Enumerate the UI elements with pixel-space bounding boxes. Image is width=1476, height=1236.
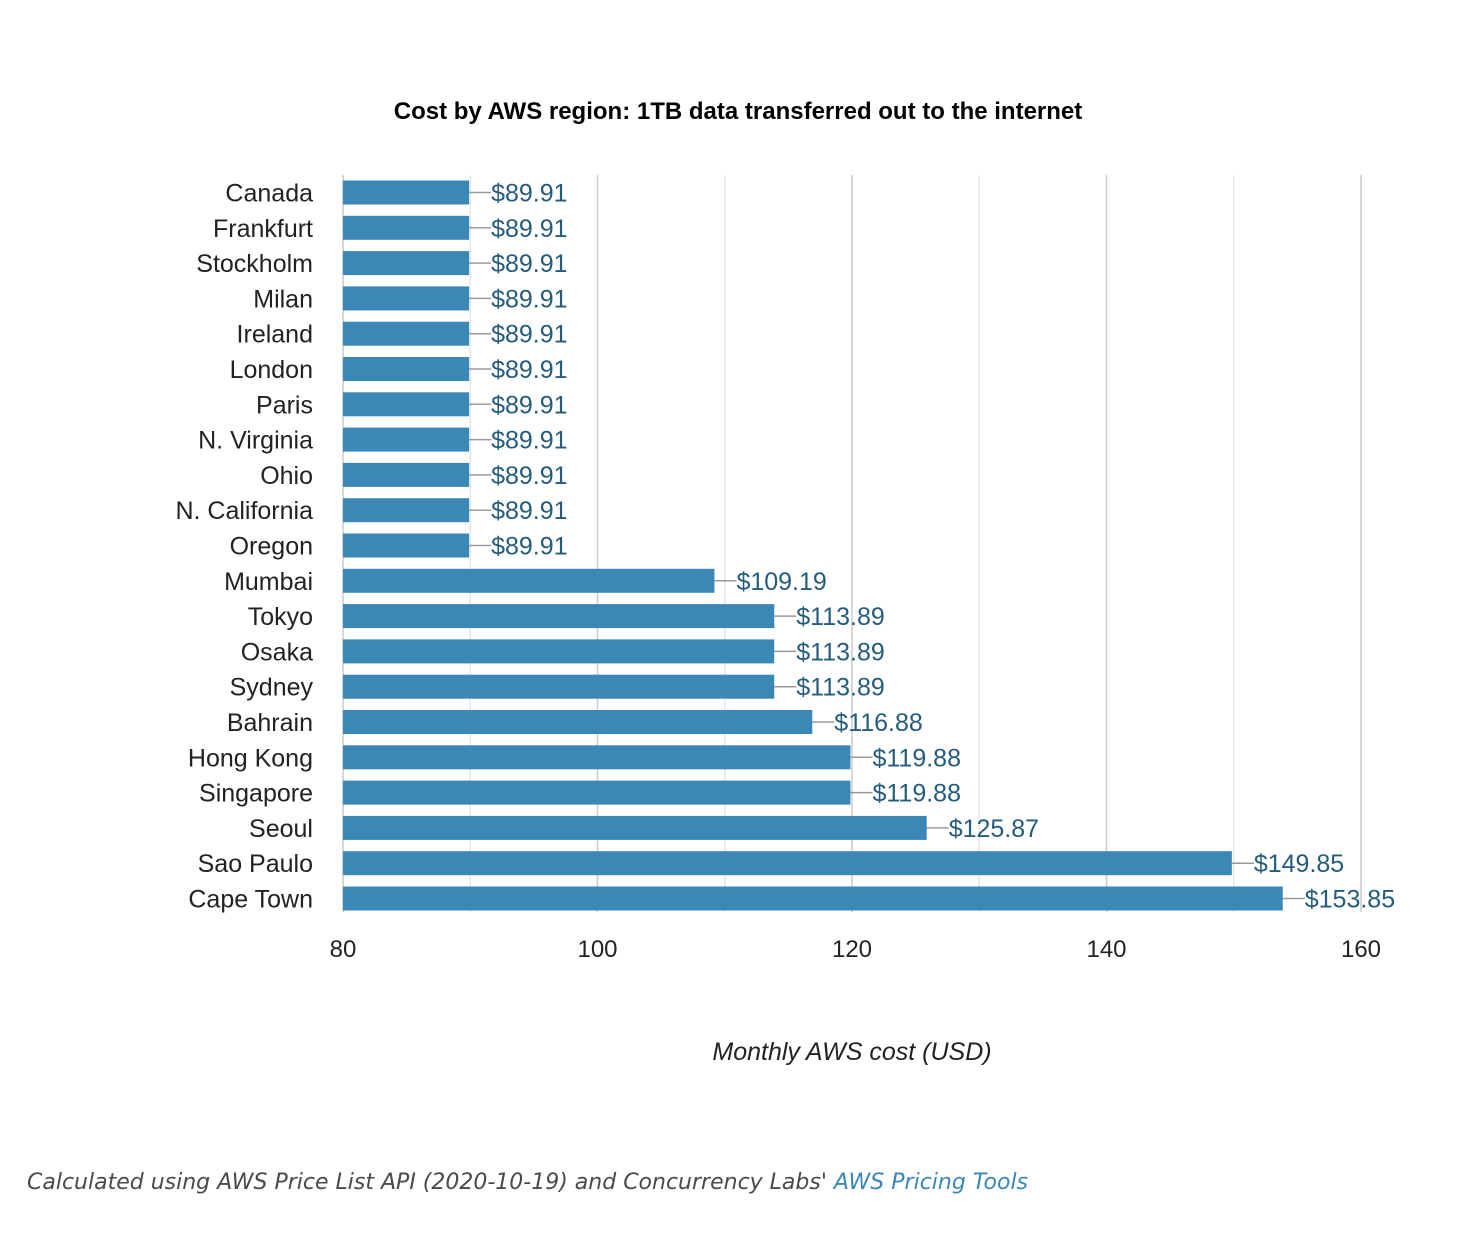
bar[interactable]: [343, 639, 775, 664]
category-label: Cape Town: [188, 886, 313, 914]
category-label: Sydney: [230, 674, 314, 702]
bar[interactable]: [343, 180, 470, 205]
value-label: $116.88: [834, 709, 923, 737]
category-label: Ireland: [237, 321, 313, 349]
x-tick-label: 120: [832, 936, 872, 963]
category-label: Ohio: [260, 462, 313, 490]
bar[interactable]: [343, 533, 470, 558]
bar[interactable]: [343, 286, 470, 311]
value-label: $125.87: [949, 815, 1039, 843]
value-label: $149.85: [1254, 850, 1344, 878]
category-labels: Canada Frankfurt Stockholm Milan Ireland Lond…: [175, 180, 313, 914]
bar[interactable]: [343, 321, 470, 346]
value-label: $153.85: [1305, 886, 1395, 914]
bar[interactable]: [343, 498, 470, 523]
footer-text: Calculated using AWS Price List API (202…: [27, 1170, 834, 1195]
value-label: $89.91: [491, 462, 567, 490]
category-label: London: [230, 356, 313, 384]
bar[interactable]: [343, 427, 470, 452]
value-label: $89.91: [491, 356, 567, 384]
value-label: $89.91: [491, 215, 567, 243]
value-label: $89.91: [491, 533, 567, 561]
value-label: $89.91: [491, 180, 567, 208]
bar[interactable]: [343, 568, 715, 593]
bar[interactable]: [343, 357, 470, 381]
category-label: Stockholm: [196, 250, 313, 278]
category-label: Bahrain: [227, 709, 313, 737]
category-label: Osaka: [241, 638, 313, 666]
bar[interactable]: [343, 251, 470, 276]
bar[interactable]: [343, 215, 470, 240]
value-label: $89.91: [491, 285, 567, 313]
bar[interactable]: [343, 674, 775, 699]
category-label: Milan: [253, 285, 313, 313]
value-label: $113.89: [796, 638, 885, 666]
category-label: N. Virginia: [198, 427, 313, 455]
value-label: $89.91: [491, 497, 567, 525]
x-axis-title: Monthly AWS cost (USD): [712, 1038, 992, 1066]
category-label: Paris: [256, 391, 313, 419]
category-label: Sao Paulo: [198, 850, 313, 878]
bar[interactable]: [343, 780, 851, 805]
category-label: Seoul: [249, 815, 313, 843]
chart-title: Cost by AWS region: 1TB data transferred…: [393, 98, 1083, 125]
value-label: $89.91: [491, 391, 567, 419]
value-label: $89.91: [491, 250, 567, 278]
footer-note: Calculated using AWS Price List API (202…: [27, 1170, 1028, 1195]
bars: $89.91 $89.91 $89.91 $89.91 $89.91 $89.91 $89.…: [343, 180, 1395, 914]
bar[interactable]: [343, 392, 470, 417]
bar[interactable]: [343, 710, 813, 734]
value-label: $89.91: [491, 321, 567, 349]
value-label: $119.88: [872, 744, 961, 772]
value-label: $109.19: [736, 568, 826, 596]
aws-pricing-tools-link[interactable]: AWS Pricing Tools: [833, 1170, 1029, 1195]
category-label: Canada: [225, 180, 313, 208]
x-tick-label: 80: [330, 936, 357, 963]
category-label: Frankfurt: [213, 215, 313, 243]
bar[interactable]: [343, 886, 1283, 911]
category-label: Mumbai: [224, 568, 313, 596]
bar[interactable]: [343, 851, 1232, 876]
x-tick-label: 100: [577, 936, 617, 963]
category-label: N. California: [175, 497, 313, 525]
category-label: Singapore: [199, 780, 313, 808]
value-label: $89.91: [491, 427, 567, 455]
x-tick-labels: 80 100 120 140 160: [330, 936, 1381, 963]
bar[interactable]: [343, 745, 851, 770]
category-label: Tokyo: [248, 603, 313, 631]
bar[interactable]: [343, 604, 775, 629]
bar[interactable]: [343, 462, 470, 487]
x-tick-label: 160: [1341, 936, 1381, 963]
bar[interactable]: [343, 815, 927, 840]
category-label: Hong Kong: [188, 744, 313, 772]
value-label: $113.89: [796, 674, 885, 702]
value-label: $119.88: [872, 780, 961, 808]
value-label: $113.89: [796, 603, 885, 631]
category-label: Oregon: [230, 533, 313, 561]
x-tick-label: 140: [1086, 936, 1126, 963]
